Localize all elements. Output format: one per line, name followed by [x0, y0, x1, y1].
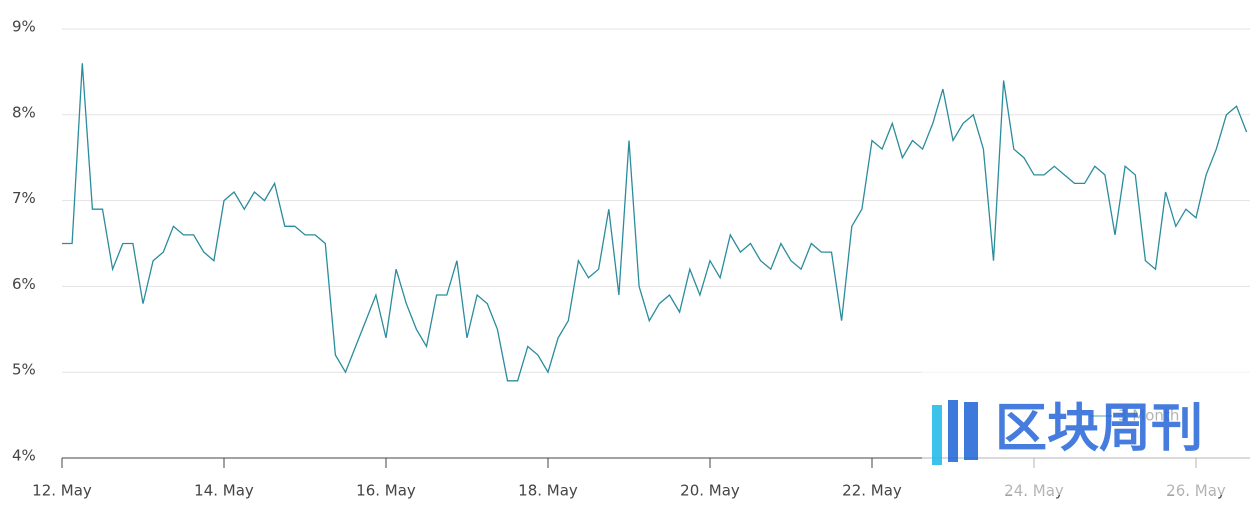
y-tick-label: 9% — [12, 18, 36, 36]
watermark: 区块周刊 — [995, 399, 1203, 459]
y-tick-label: 6% — [12, 275, 36, 293]
x-tick-label: 14. May — [194, 482, 254, 500]
watermark-logo — [932, 405, 942, 465]
x-tick-label: 12. May — [32, 482, 92, 500]
x-tick-label: 20. May — [680, 482, 740, 500]
y-tick-label: 4% — [12, 447, 36, 465]
y-tick-label: 8% — [12, 103, 36, 121]
x-tick-label: 18. May — [518, 482, 578, 500]
x-tick-label: 22. May — [842, 482, 902, 500]
watermark-logo — [948, 400, 958, 462]
y-tick-label: 5% — [12, 361, 36, 379]
y-tick-label: 7% — [12, 189, 36, 207]
watermark-logo — [964, 402, 978, 460]
line — [62, 63, 1248, 382]
x-tick-label: 16. May — [356, 482, 416, 500]
